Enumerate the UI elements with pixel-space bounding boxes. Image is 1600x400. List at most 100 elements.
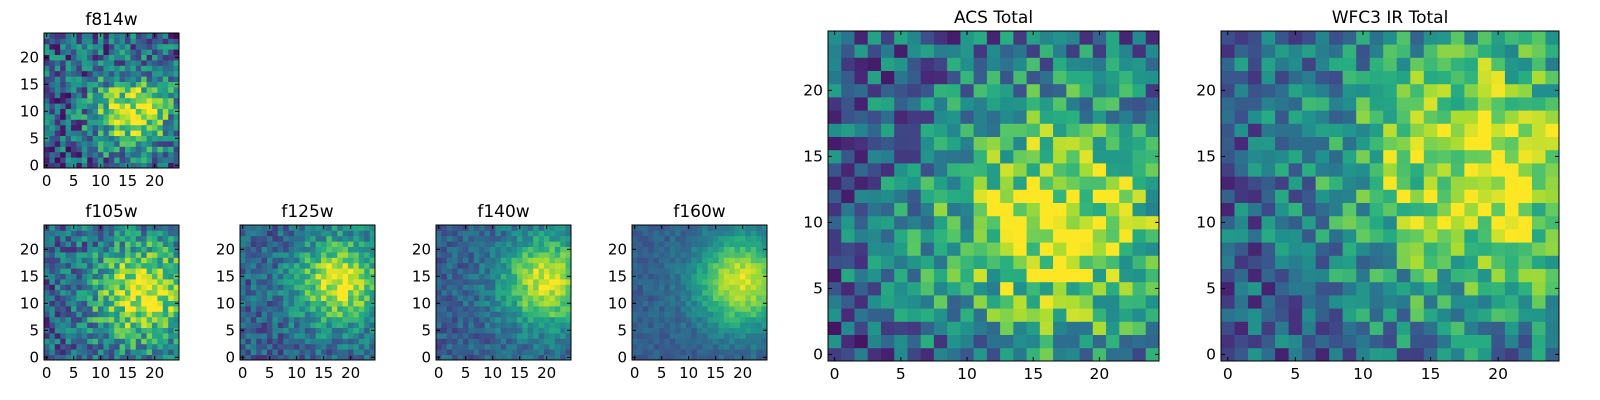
heatmap-cell (549, 322, 556, 328)
heatmap-cell (457, 268, 464, 274)
heatmap-cell (1132, 295, 1147, 309)
heatmap-cell (468, 268, 475, 274)
heatmap-cell (441, 230, 448, 237)
heatmap-cell (162, 103, 169, 109)
heatmap-cell (973, 110, 988, 124)
heatmap-cell (446, 289, 453, 296)
heatmap-cell (1491, 255, 1506, 269)
heatmap-cell (675, 289, 681, 296)
heatmap-cell (60, 119, 66, 126)
heatmap-cell (272, 230, 279, 237)
heatmap-cell (446, 343, 453, 350)
heatmap-cell (920, 149, 935, 164)
heatmap-cell (358, 273, 365, 280)
heatmap-cell (331, 230, 338, 237)
heatmap-cell (130, 343, 137, 350)
heatmap-cell (173, 295, 180, 301)
heatmap-cell (108, 311, 115, 318)
heatmap-cell (828, 308, 842, 322)
axes-frame (1220, 30, 1560, 362)
heatmap-cell (1261, 176, 1276, 190)
heatmap-cell (680, 354, 687, 361)
heatmap-cell (756, 273, 762, 280)
heatmap-cell (1119, 136, 1133, 151)
heatmap-cell (973, 149, 988, 164)
heatmap-cell (533, 300, 539, 307)
heatmap-cell (81, 289, 88, 296)
heatmap-cell (288, 262, 295, 269)
heatmap-cell (867, 334, 882, 349)
heatmap-cell (527, 300, 534, 307)
heatmap-cell (146, 38, 153, 45)
heatmap-cell (92, 252, 99, 258)
heatmap-cell (1315, 163, 1330, 177)
heatmap-cell (973, 321, 988, 335)
heatmap-cell (565, 333, 572, 339)
heatmap-cell (98, 65, 104, 72)
heatmap-cell (108, 162, 115, 169)
heatmap-cell (907, 189, 922, 203)
heatmap-cell (637, 257, 644, 264)
heatmap-cell (337, 333, 343, 339)
heatmap-cell (484, 338, 491, 345)
heatmap-cell (114, 354, 120, 361)
heatmap-cell (841, 334, 855, 349)
heatmap-cell (146, 284, 153, 291)
heatmap-cell (261, 338, 268, 345)
heatmap-cell (1261, 83, 1276, 98)
heatmap-cell (1288, 149, 1303, 164)
heatmap-cell (1039, 149, 1054, 164)
heatmap-cell (277, 354, 284, 361)
heatmap-cell (1464, 70, 1479, 85)
heatmap-cell (446, 284, 453, 291)
heatmap-cell (468, 322, 475, 328)
heatmap-cell (544, 279, 550, 285)
heatmap-cell (495, 349, 502, 355)
heatmap-cell (1437, 255, 1452, 269)
heatmap-cell (894, 215, 908, 230)
heatmap-cell (54, 225, 61, 231)
heatmap-cell (729, 295, 735, 301)
heatmap-cell (554, 230, 561, 237)
heatmap-cell (653, 246, 660, 253)
heatmap-cell (103, 322, 110, 328)
heatmap-cell (517, 252, 523, 258)
heatmap-cell (146, 322, 153, 328)
heatmap-cell (1106, 189, 1120, 203)
heatmap-cell (71, 103, 77, 109)
heatmap-cell (560, 279, 566, 285)
heatmap-cell (54, 246, 61, 253)
heatmap-cell (490, 327, 496, 334)
heatmap-cell (1477, 83, 1492, 98)
heatmap-cell (495, 343, 502, 350)
heatmap-cell (664, 322, 671, 328)
heatmap-cell (267, 252, 273, 258)
heatmap-cell (527, 268, 534, 274)
heatmap-cell (506, 273, 512, 280)
heatmap-cell (331, 300, 338, 307)
heatmap-cell (680, 273, 687, 280)
heatmap-cell (326, 284, 333, 291)
heatmap-cell (87, 300, 93, 307)
heatmap-cell (1079, 255, 1094, 269)
heatmap-cell (1369, 110, 1384, 124)
heatmap-cell (1288, 57, 1303, 71)
heatmap-cell (691, 306, 698, 312)
heatmap-cell (358, 235, 365, 242)
heatmap-cell (745, 311, 752, 318)
x-tick-label: 0 (630, 364, 640, 382)
heatmap-cell (686, 343, 692, 350)
heatmap-cell (1013, 281, 1027, 296)
heatmap-cell (321, 230, 327, 237)
heatmap-cell (173, 289, 180, 296)
heatmap-cell (484, 295, 491, 301)
heatmap-cell (1261, 255, 1276, 269)
heatmap-cell (288, 333, 295, 339)
heatmap-cell (1464, 31, 1479, 45)
heatmap-cell (468, 252, 475, 258)
heatmap-cell (60, 295, 66, 301)
heatmap-cell (337, 306, 343, 312)
heatmap-cell (1504, 123, 1519, 137)
heatmap-cell (1437, 229, 1452, 243)
heatmap-cell (1013, 44, 1027, 58)
